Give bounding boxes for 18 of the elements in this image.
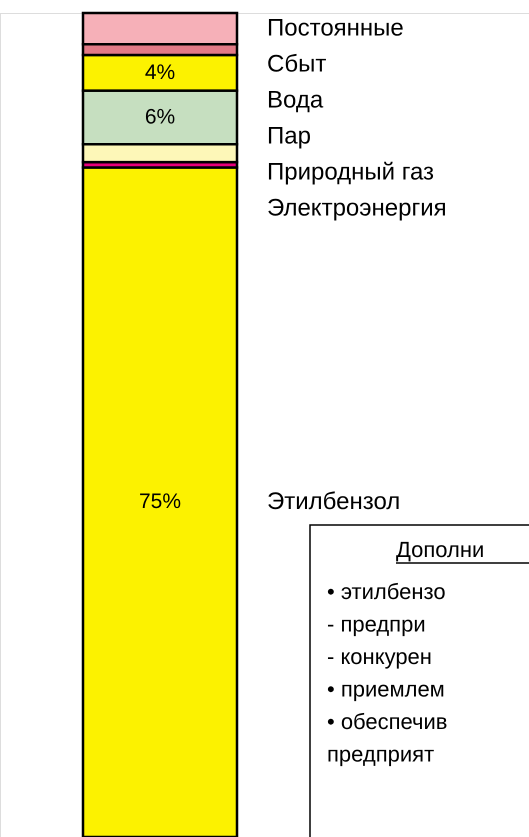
data-label: 4%: [144, 60, 176, 84]
bar: [82, 166, 238, 837]
text: - конкурен: [327, 644, 432, 669]
series-label: Пар: [267, 122, 311, 150]
text: - предпри: [327, 612, 426, 636]
series-label: Сбыт: [267, 50, 326, 78]
data-label: 6%: [144, 105, 176, 128]
text: • этилбензо: [327, 579, 446, 604]
series-label: Электроэнергия: [267, 194, 447, 222]
series-label: Постоянные: [267, 14, 404, 42]
series-label: Природный газ: [267, 158, 434, 186]
text: предприят: [327, 742, 434, 766]
series-label: Вода: [267, 86, 324, 114]
series-label: Этилбензол: [267, 488, 400, 516]
data-label: 75%: [138, 490, 182, 514]
text: • обеспечив: [327, 709, 448, 734]
text: Дополни: [396, 537, 484, 562]
text: • приемлем: [327, 676, 445, 702]
